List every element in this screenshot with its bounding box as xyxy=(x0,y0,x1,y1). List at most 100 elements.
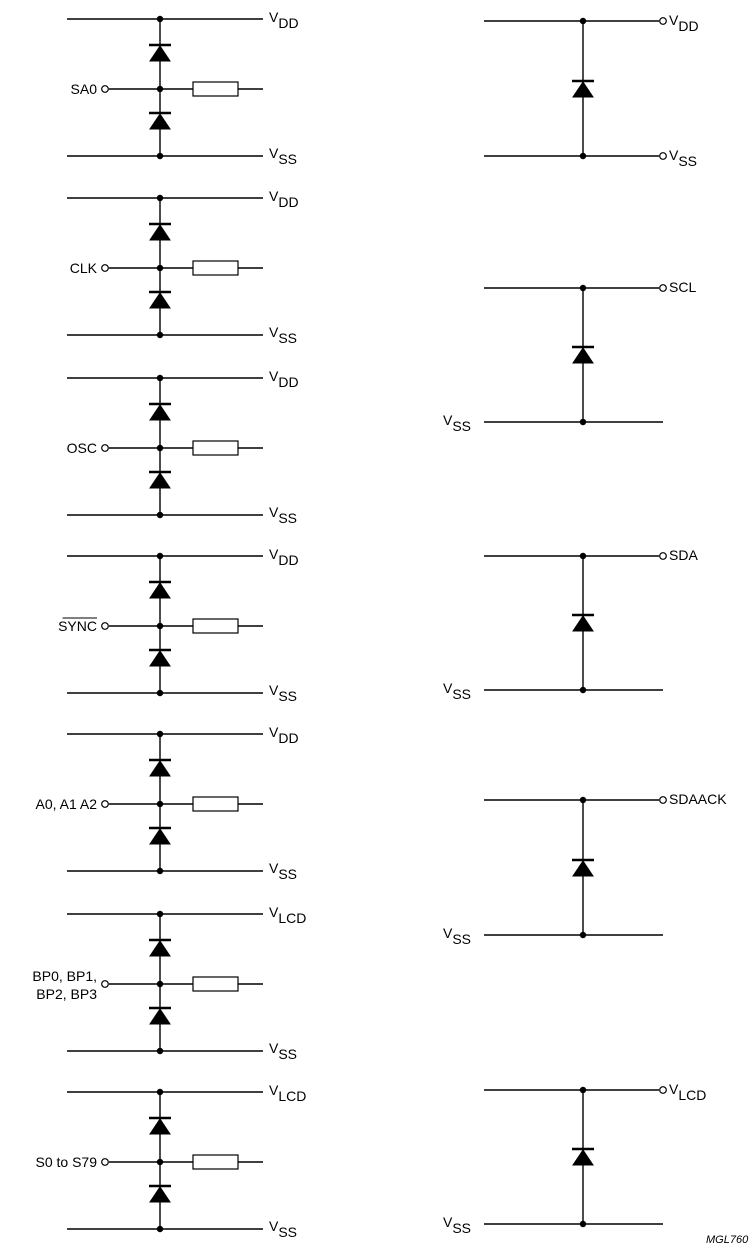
bottom-label: VSS xyxy=(443,925,471,947)
bottom-label-subscript: SS xyxy=(452,931,471,947)
top-label: VLCD xyxy=(669,1081,706,1103)
diode-triangle xyxy=(572,81,594,98)
top-rail-label-subscript: DD xyxy=(278,374,298,390)
top-label-main: V xyxy=(669,1081,679,1097)
bottom-rail-label: VSS xyxy=(269,1218,297,1240)
bottom-junction-dot xyxy=(156,689,164,697)
diode-triangle xyxy=(572,615,594,632)
bottom-rail-label-main: V xyxy=(269,324,279,340)
top-rail-label-subscript: DD xyxy=(278,15,298,31)
bottom-label-main: V xyxy=(443,680,453,696)
top-label-subscript: LCD xyxy=(678,1087,706,1103)
top-rail-label: VLCD xyxy=(269,904,306,926)
top-label: VDD xyxy=(669,12,699,34)
top-rail-label-main: V xyxy=(269,724,279,740)
right-cell-2: SDA VSS xyxy=(443,547,698,702)
top-rail-label: VDD xyxy=(269,9,299,31)
bottom-rail-label-main: V xyxy=(269,860,279,876)
pin-label: BP0, BP1, xyxy=(32,968,97,984)
pin-label: SA0 xyxy=(71,81,98,97)
bottom-junction-dot xyxy=(579,418,587,426)
top-label-main: SDA xyxy=(669,547,698,563)
pin-label: S0 to S79 xyxy=(36,1154,98,1170)
top-rail-label-main: V xyxy=(269,368,279,384)
top-rail-label-main: V xyxy=(269,546,279,562)
top-rail-label: VDD xyxy=(269,188,299,210)
lower-diode-triangle xyxy=(149,292,171,309)
bottom-rail-label-subscript: SS xyxy=(278,1224,297,1240)
top-label: SDAACK xyxy=(669,791,727,807)
resistor xyxy=(192,81,239,97)
upper-diode-triangle xyxy=(149,940,171,957)
top-rail-label-subscript: DD xyxy=(278,552,298,568)
top-label-main: SDAACK xyxy=(669,791,727,807)
bottom-rail-label-subscript: SS xyxy=(278,1046,297,1062)
bottom-junction-dot xyxy=(156,1047,164,1055)
resistor xyxy=(192,260,239,276)
bottom-junction-dot xyxy=(579,686,587,694)
pin-label: A0, A1 A2 xyxy=(36,796,98,812)
bottom-rail-label-subscript: SS xyxy=(278,866,297,882)
pin-terminal xyxy=(101,980,109,988)
top-pin-terminal xyxy=(659,796,667,804)
bottom-label-main: V xyxy=(443,925,453,941)
lower-diode-triangle xyxy=(149,650,171,667)
pin-terminal xyxy=(101,1158,109,1166)
top-junction-dot xyxy=(156,730,164,738)
lower-diode-triangle xyxy=(149,113,171,130)
top-junction-dot xyxy=(156,15,164,23)
top-junction-dot xyxy=(156,910,164,918)
pin-label: OSC xyxy=(67,440,97,456)
right-cell-0: VDD VSS xyxy=(484,12,699,169)
diode-triangle xyxy=(572,347,594,364)
top-rail-label-main: V xyxy=(269,9,279,25)
bottom-pin-terminal xyxy=(659,152,667,160)
bottom-label-subscript: SS xyxy=(452,1220,471,1236)
bottom-label: VSS xyxy=(443,680,471,702)
top-rail-label-subscript: LCD xyxy=(278,910,306,926)
resistor xyxy=(192,440,239,456)
bottom-junction-dot xyxy=(156,152,164,160)
pin-terminal xyxy=(101,444,109,452)
top-label: SDA xyxy=(669,547,698,563)
top-rail-label-subscript: DD xyxy=(278,194,298,210)
upper-diode-triangle xyxy=(149,582,171,599)
top-rail-label: VDD xyxy=(269,368,299,390)
top-rail-label-subscript: DD xyxy=(278,730,298,746)
resistor xyxy=(192,618,239,634)
lower-diode-triangle xyxy=(149,828,171,845)
upper-diode-triangle xyxy=(149,404,171,421)
top-rail-label-main: V xyxy=(269,1082,279,1098)
pin-label: CLK xyxy=(70,260,98,276)
top-pin-terminal xyxy=(659,284,667,292)
top-label: SCL xyxy=(669,279,696,295)
top-junction-dot xyxy=(579,796,587,804)
top-label-subscript: DD xyxy=(678,18,698,34)
bottom-label-subscript: SS xyxy=(452,418,471,434)
upper-diode-triangle xyxy=(149,760,171,777)
top-rail-label-main: V xyxy=(269,904,279,920)
top-pin-terminal xyxy=(659,552,667,560)
diode-triangle xyxy=(572,1149,594,1166)
pin-label: SYNC xyxy=(58,618,97,634)
bottom-rail-label-subscript: SS xyxy=(278,510,297,526)
bottom-rail-label-subscript: SS xyxy=(278,151,297,167)
bottom-label: VSS xyxy=(669,147,697,169)
bottom-junction-dot xyxy=(579,152,587,160)
bottom-label: VSS xyxy=(443,412,471,434)
top-junction-dot xyxy=(579,284,587,292)
top-junction-dot xyxy=(156,552,164,560)
bottom-rail-label-subscript: SS xyxy=(278,688,297,704)
top-junction-dot xyxy=(156,1088,164,1096)
pin-label: BP2, BP3 xyxy=(36,986,97,1002)
pin-terminal xyxy=(101,85,109,93)
resistor xyxy=(192,1154,239,1170)
bottom-label-subscript: SS xyxy=(452,686,471,702)
top-label-main: V xyxy=(669,12,679,28)
